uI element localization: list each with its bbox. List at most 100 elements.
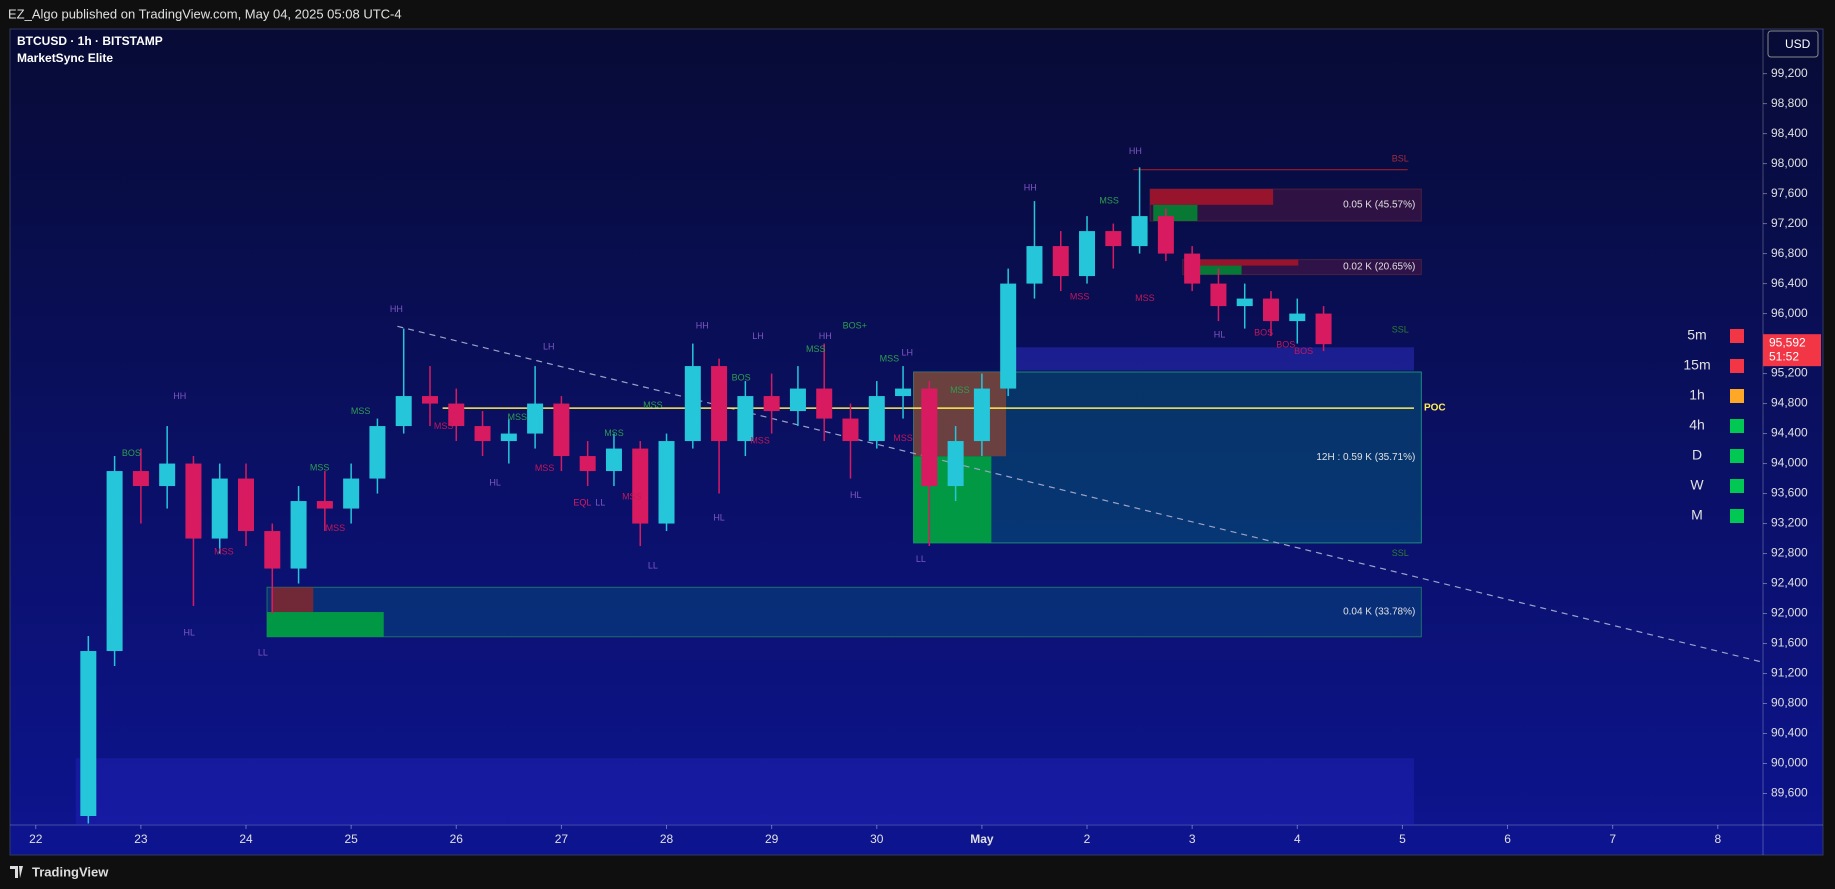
timeframe-label: W <box>1690 477 1704 493</box>
x-tick-label: 29 <box>765 832 779 846</box>
candle-body <box>921 388 938 487</box>
candle-body <box>816 388 833 419</box>
timeframe-status <box>1730 479 1744 493</box>
timeframe-label: M <box>1691 507 1703 523</box>
zone <box>266 586 1422 638</box>
structure-label: MSS <box>806 344 826 354</box>
structure-label: MSS <box>880 354 900 364</box>
timeframe-status <box>1730 449 1744 463</box>
timeframe-status <box>1730 329 1744 343</box>
y-tick-label: 90,800 <box>1771 696 1808 710</box>
candle-body <box>632 448 649 524</box>
candle-body <box>448 403 465 427</box>
candle-body <box>895 388 912 397</box>
y-tick-label: 92,000 <box>1771 606 1808 620</box>
structure-label: MSS <box>326 523 346 533</box>
x-tick-label: 7 <box>1609 832 1616 846</box>
structure-label: MSS <box>351 406 371 416</box>
x-tick-label: 4 <box>1294 832 1301 846</box>
candle-body <box>132 471 149 487</box>
structure-label: MSS <box>604 428 624 438</box>
x-tick-label: 28 <box>660 832 674 846</box>
x-tick-label: 27 <box>555 832 569 846</box>
candle-body <box>343 478 360 509</box>
candle-body <box>527 403 544 434</box>
structure-label: LL <box>648 561 658 571</box>
countdown: 51:52 <box>1769 349 1799 363</box>
structure-label: HL <box>850 490 862 500</box>
candle-body <box>553 403 570 457</box>
y-tick-label: 92,800 <box>1771 546 1808 560</box>
zone <box>271 587 314 613</box>
candle-body <box>185 463 202 539</box>
y-tick-label: 95,200 <box>1771 366 1808 380</box>
y-tick-label: 90,400 <box>1771 726 1808 740</box>
y-tick-label: 99,200 <box>1771 66 1808 80</box>
timeframe-status <box>1730 359 1744 373</box>
structure-label: LL <box>916 554 926 564</box>
candle-body <box>763 396 780 412</box>
x-tick-label: 30 <box>870 832 884 846</box>
structure-label: EQL <box>573 498 591 508</box>
zone-label: 0.02 K (20.65%) <box>1343 262 1415 273</box>
y-tick-label: 92,400 <box>1771 576 1808 590</box>
structure-label: MSS <box>950 385 970 395</box>
candle-body <box>1026 246 1043 284</box>
structure-label: HH <box>819 331 832 341</box>
candle-body <box>605 448 622 472</box>
candle-body <box>316 501 333 509</box>
structure-label: HH <box>390 304 403 314</box>
structure-label: HL <box>713 513 725 523</box>
candle-body <box>106 471 123 652</box>
x-tick-label: May <box>970 832 994 846</box>
candle-body <box>711 366 728 442</box>
candle-body <box>737 396 754 442</box>
structure-label: LH <box>752 331 764 341</box>
structure-label: MSS <box>643 400 663 410</box>
candle-body <box>1079 231 1096 277</box>
y-tick-label: 98,800 <box>1771 96 1808 110</box>
structure-label: HH <box>696 321 709 331</box>
candle-body <box>80 651 97 817</box>
x-tick-label: 5 <box>1399 832 1406 846</box>
structure-label: BSL <box>1392 153 1409 163</box>
trendline <box>397 325 1764 663</box>
publisher: EZ_Algo published on TradingView.com, Ma… <box>8 6 402 21</box>
candle-body <box>1184 253 1201 284</box>
candle-body <box>789 388 806 412</box>
structure-label: MSS <box>310 462 330 472</box>
structure-label: BOS <box>1254 327 1273 337</box>
structure-label: SSL <box>1392 548 1409 558</box>
y-tick-label: 97,200 <box>1771 216 1808 230</box>
candle-body <box>868 396 885 442</box>
structure-label: LH <box>902 348 914 358</box>
candle-body <box>395 396 412 427</box>
structure-label: SSL <box>1392 324 1409 334</box>
y-tick-label: 90,000 <box>1771 756 1808 770</box>
y-tick-label: 94,000 <box>1771 456 1808 470</box>
y-tick-label: 93,200 <box>1771 516 1808 530</box>
candle-body <box>290 501 307 569</box>
candle-body <box>1236 298 1253 307</box>
structure-label: LH <box>543 342 555 352</box>
zone-label: 0.05 K (45.57%) <box>1343 200 1415 211</box>
y-tick-label: 98,400 <box>1771 126 1808 140</box>
structure-label: MSS <box>535 463 555 473</box>
y-tick-label: 96,000 <box>1771 306 1808 320</box>
structure-label: MSS <box>750 435 770 445</box>
timeframe-status <box>1730 509 1744 523</box>
candle-body <box>1131 216 1148 247</box>
footer-logo: TradingView <box>32 864 109 879</box>
zone-label: 12H : 0.59 K (35.71%) <box>1316 452 1415 463</box>
structure-label: BOS <box>122 448 141 458</box>
currency-box[interactable] <box>1767 30 1819 58</box>
timeframe-status <box>1730 419 1744 433</box>
candle-body <box>947 441 964 487</box>
x-tick-label: 26 <box>450 832 464 846</box>
poc-label: POC <box>1424 403 1446 414</box>
candle-body <box>500 433 517 442</box>
currency[interactable]: USD <box>1785 37 1811 51</box>
structure-label: BOS+ <box>843 321 867 331</box>
